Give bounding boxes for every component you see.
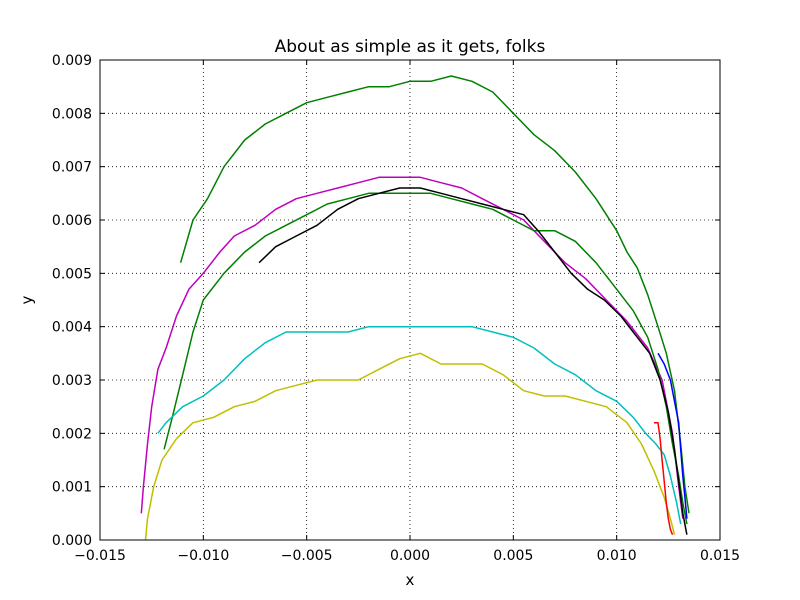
series-layer [140, 75, 690, 541]
y-tick-label: 0.002 [52, 426, 92, 442]
y-tick-label: 0.004 [52, 320, 92, 336]
series-line-2 [140, 176, 684, 519]
x-tick-label: 0.000 [390, 548, 430, 564]
x-tick-label: −0.010 [177, 548, 229, 564]
y-tick-label: 0.006 [52, 213, 92, 229]
y-axis-label: y [18, 295, 36, 304]
x-tick-label: 0.015 [700, 548, 740, 564]
y-tick-label: 0.008 [52, 106, 92, 122]
series-line-6 [144, 352, 676, 541]
y-tick-label: 0.007 [52, 160, 92, 176]
x-tick-label: −0.015 [74, 548, 126, 564]
x-tick-label: −0.005 [281, 548, 333, 564]
chart-title: About as simple as it gets, folks [275, 37, 546, 57]
y-tick-label: 0.009 [52, 53, 92, 69]
series-line-5 [157, 325, 682, 525]
x-axis-label: x [406, 571, 415, 589]
series-line-7 [657, 352, 688, 519]
y-tick-label: 0.003 [52, 373, 92, 389]
y-tick-label: 0.000 [52, 533, 92, 549]
series-line-4 [258, 187, 688, 535]
series-line-3 [163, 192, 688, 525]
y-tick-label: 0.001 [52, 480, 92, 496]
series-line-1 [179, 75, 690, 514]
x-tick-label: 0.005 [493, 548, 533, 564]
grid [100, 60, 720, 540]
x-tick-label: 0.010 [597, 548, 637, 564]
y-tick-label: 0.005 [52, 266, 92, 282]
series-line-8 [653, 421, 674, 535]
ticks: −0.015 −0.010 −0.005 0.000 0.005 0.010 0.015 0.… [52, 53, 740, 564]
